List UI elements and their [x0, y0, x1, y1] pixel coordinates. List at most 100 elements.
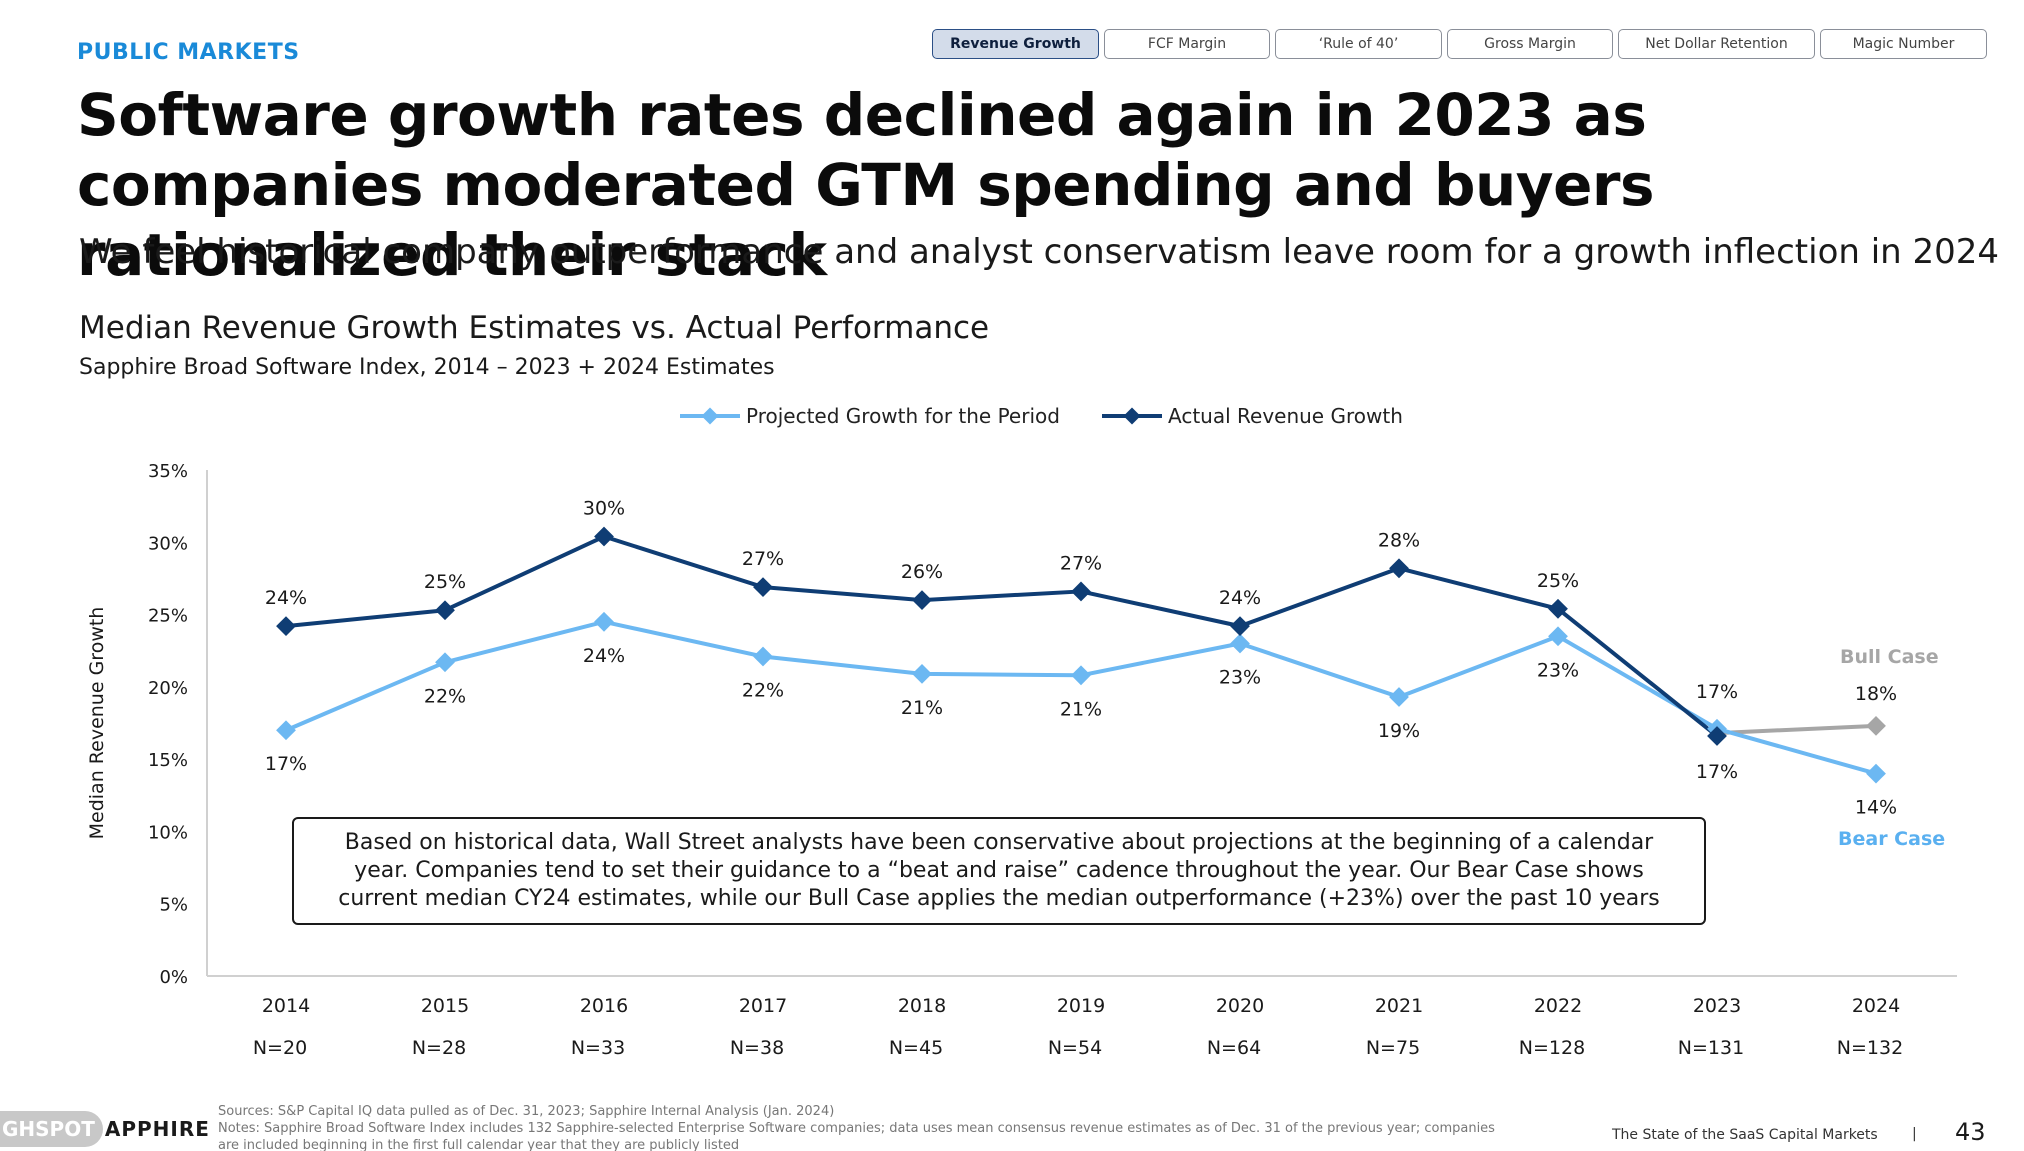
sample-size-label: N=28: [412, 1037, 466, 1059]
legend-label-actual: Actual Revenue Growth: [1168, 404, 1403, 428]
y-tick-label: 30%: [148, 533, 188, 554]
marker-projected: [1548, 626, 1568, 647]
y-tick-label: 35%: [148, 461, 188, 482]
data-label-projected: 14%: [1855, 797, 1897, 819]
data-label-actual: 28%: [1378, 529, 1420, 551]
chart-callout: Based on historical data, Wall Street an…: [292, 817, 1706, 925]
data-label-projected: 17%: [1696, 761, 1738, 783]
marker-actual: [276, 616, 296, 637]
marker-actual: [1230, 616, 1250, 637]
marker-projected: [435, 652, 455, 673]
data-label-actual: 25%: [1537, 570, 1579, 592]
y-tick-label: 20%: [148, 678, 188, 699]
sample-size-label: N=75: [1366, 1037, 1420, 1059]
legend-swatch-actual: [1102, 407, 1162, 425]
data-label-actual: 17%: [1696, 681, 1738, 703]
marker-projected: [1866, 763, 1886, 784]
data-label-projected: 21%: [901, 697, 943, 719]
page-subhead: We feel historical company outperformanc…: [79, 232, 2000, 272]
sources-note: Sources: S&P Capital IQ data pulled as o…: [218, 1104, 835, 1119]
data-label-actual: 25%: [424, 571, 466, 593]
bull-case-label: Bull Case: [1840, 646, 1939, 668]
sample-size-label: N=33: [571, 1037, 625, 1059]
data-label-actual: 27%: [742, 548, 784, 570]
sample-size-label: N=128: [1519, 1037, 1585, 1059]
y-tick-label: 25%: [148, 606, 188, 627]
x-tick-label: 2021: [1375, 995, 1423, 1017]
data-label-actual: 30%: [583, 498, 625, 520]
data-label-projected: 21%: [1060, 698, 1102, 720]
data-label-projected: 17%: [265, 753, 307, 775]
marker-projected: [1230, 633, 1250, 654]
report-title: The State of the SaaS Capital Markets: [1612, 1127, 1878, 1143]
marker-actual: [1548, 598, 1568, 619]
x-tick-label: 2015: [421, 995, 469, 1017]
sample-size-label: N=132: [1837, 1037, 1903, 1059]
data-label-actual: 24%: [265, 587, 307, 609]
sample-size-label: N=64: [1207, 1037, 1261, 1059]
x-tick-label: 2018: [898, 995, 946, 1017]
marker-projected: [1071, 665, 1091, 686]
marker-projected: [276, 720, 296, 741]
tab-magic-number[interactable]: Magic Number: [1820, 29, 1987, 59]
x-tick-label: 2019: [1057, 995, 1105, 1017]
data-label-projected: 23%: [1537, 659, 1579, 681]
data-label-projected: 24%: [583, 645, 625, 667]
x-tick-label: 2022: [1534, 995, 1582, 1017]
sample-size-label: N=38: [730, 1037, 784, 1059]
marker-projected: [1389, 687, 1409, 707]
data-label-projected: 23%: [1219, 666, 1261, 688]
y-tick-label: 10%: [148, 822, 188, 843]
sapphire-logo: GHSPOT APPHIRE: [0, 1110, 210, 1148]
y-tick-label: 5%: [159, 895, 188, 916]
sample-size-label: N=54: [1048, 1037, 1102, 1059]
data-label-actual: 26%: [901, 561, 943, 583]
marker-projected: [594, 611, 614, 632]
page-number: 43: [1955, 1118, 1986, 1146]
tab-rule-of-40[interactable]: ‘Rule of 40’: [1275, 29, 1442, 59]
x-tick-label: 2020: [1216, 995, 1264, 1017]
marker-actual: [912, 590, 932, 611]
x-tick-label: 2024: [1852, 995, 1900, 1017]
marker-actual: [435, 600, 455, 621]
legend-item-projected: Projected Growth for the Period: [680, 404, 1060, 428]
tab-gross-margin[interactable]: Gross Margin: [1447, 29, 1613, 59]
logo-pill: GHSPOT: [0, 1111, 103, 1147]
legend-swatch-projected: [680, 407, 740, 425]
marker-projected: [912, 663, 932, 684]
footnotes: Sources: S&P Capital IQ data pulled as o…: [218, 1103, 1518, 1151]
section-eyebrow: PUBLIC MARKETS: [77, 40, 300, 65]
tab-fcf-margin[interactable]: FCF Margin: [1104, 29, 1270, 59]
page-headline: Software growth rates declined again in …: [77, 81, 1655, 289]
legend-label-projected: Projected Growth for the Period: [746, 404, 1060, 428]
series-line-actual: [285, 534, 1719, 738]
y-tick-label: 15%: [148, 750, 188, 771]
tab-net-dollar-retention[interactable]: Net Dollar Retention: [1618, 29, 1815, 59]
logo-text: APPHIRE: [104, 1117, 210, 1141]
data-label-projected: 22%: [742, 679, 784, 701]
line-chart: 0% 5% 10% 15% 20% 25% 30% 35% Median Revenue Gro…: [86, 461, 1957, 1059]
marker-projected: [753, 646, 773, 667]
marker-actual: [1389, 558, 1409, 579]
data-label-actual: 24%: [1219, 587, 1261, 609]
legend-item-actual: Actual Revenue Growth: [1102, 404, 1403, 428]
marker-actual: [1071, 581, 1091, 602]
sample-size-label: N=20: [253, 1037, 307, 1059]
x-tick-label: 2023: [1693, 995, 1741, 1017]
y-axis-title: Median Revenue Growth: [86, 607, 108, 840]
marker-bull-case: [1866, 715, 1886, 736]
x-tick-label: 2016: [580, 995, 628, 1017]
chart-subtitle: Sapphire Broad Software Index, 2014 – 20…: [79, 355, 775, 380]
methodology-note: Notes: Sapphire Broad Software Index inc…: [218, 1121, 1495, 1151]
x-tick-label: 2017: [739, 995, 787, 1017]
data-label-actual: 27%: [1060, 552, 1102, 574]
chart-title: Median Revenue Growth Estimates vs. Actu…: [79, 310, 990, 346]
data-label-bull-case: 18%: [1855, 683, 1897, 705]
sample-size-label: N=45: [889, 1037, 943, 1059]
marker-actual: [1707, 726, 1727, 746]
tab-revenue-growth[interactable]: Revenue Growth: [932, 29, 1099, 59]
footer-separator: |: [1912, 1126, 1917, 1142]
x-tick-label: 2014: [262, 995, 310, 1017]
data-label-projected: 19%: [1378, 720, 1420, 742]
series-line-bull-case: [1716, 723, 1877, 736]
